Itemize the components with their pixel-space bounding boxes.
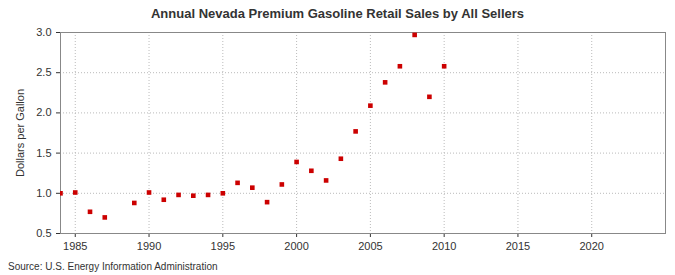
svg-text:2000: 2000 — [284, 240, 308, 252]
html-text:Annual Nevada Premium Gasoline: Annual Nevada Premium Gasoline Retail Sa… — [151, 6, 524, 21]
svg-text:3.0: 3.0 — [36, 26, 51, 38]
svg-text:2010: 2010 — [432, 240, 456, 252]
svg-text:Dollars per Gallon: Dollars per Gallon — [14, 89, 26, 177]
svg-text:1.5: 1.5 — [36, 147, 51, 159]
svg-text:1.0: 1.0 — [36, 187, 51, 199]
svg-text:1995: 1995 — [211, 240, 235, 252]
svg-text:1990: 1990 — [137, 240, 161, 252]
html-text:Source: U.S. Energy Informatio: Source: U.S. Energy Information Administ… — [8, 261, 218, 272]
svg-text:1985: 1985 — [63, 240, 87, 252]
svg-text:2020: 2020 — [579, 240, 603, 252]
svg-text:2015: 2015 — [506, 240, 530, 252]
svg-text:2.5: 2.5 — [36, 66, 51, 78]
svg-text:0.5: 0.5 — [36, 227, 51, 239]
svg-text:2005: 2005 — [358, 240, 382, 252]
svg-text:2.0: 2.0 — [36, 106, 51, 118]
